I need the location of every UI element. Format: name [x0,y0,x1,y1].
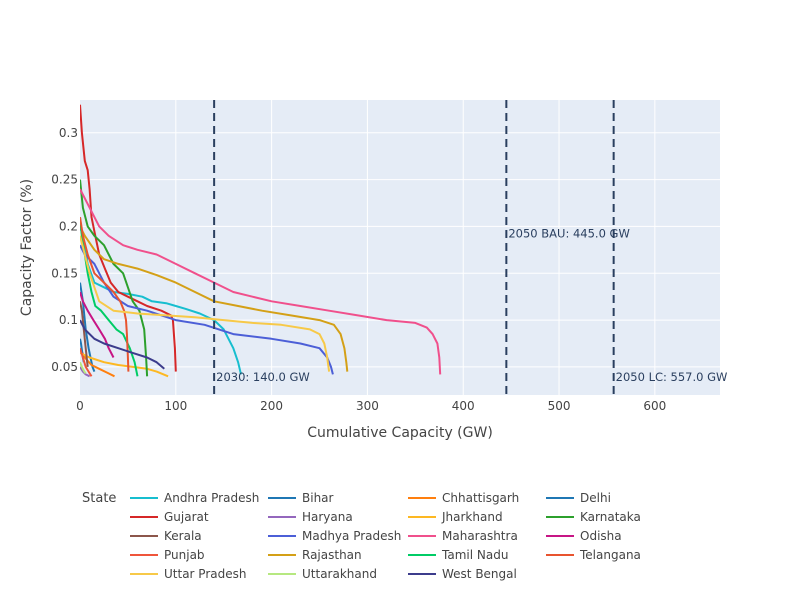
x-tick-label: 200 [260,399,283,413]
legend-item-punjab[interactable]: Punjab [130,548,205,562]
x-tick-label: 100 [164,399,187,413]
y-axis-title: Capacity Factor (%) [19,179,35,316]
y-tick-label: 0.25 [51,173,78,187]
series-line-telangana[interactable] [80,216,130,372]
legend-label: Haryana [302,510,353,524]
series-layer [80,104,442,378]
legend-item-maharashtra[interactable]: Maharashtra [408,529,518,543]
reference-lines: 2030: 140.0 GW 2050 BAU: 445.0 GW 2050 LC:… [213,100,728,395]
reference-line-label: 2050 BAU: 445.0 GW [508,226,629,240]
legend-label: Andhra Pradesh [164,491,259,505]
legend-label: Jharkhand [441,510,503,524]
series-line-jharkhand[interactable] [80,351,169,378]
legend-item-uttar-pradesh[interactable]: Uttar Pradesh [130,567,246,581]
plot-area: 2030: 140.0 GW 2050 BAU: 445.0 GW 2050 LC:… [80,100,727,395]
series-line-uttarakhand[interactable] [80,361,87,375]
legend-item-jharkhand[interactable]: Jharkhand [408,510,503,524]
legend-label: Karnataka [580,510,641,524]
series-line-maharashtra[interactable] [80,188,442,375]
series-line-odisha[interactable] [80,291,115,358]
series-line-karnataka[interactable] [80,179,149,377]
legend-label: Maharashtra [442,529,518,543]
legend-label: Madhya Pradesh [302,529,401,543]
legend-label: West Bengal [442,567,517,581]
legend-label: Punjab [164,548,205,562]
x-axis-title: Cumulative Capacity (GW) [307,425,493,441]
y-axis-ticks: 0.05 0.1 0.15 0.2 0.25 0.3 [51,126,78,374]
series-line-west-bengal[interactable] [80,319,165,370]
legend-item-kerala[interactable]: Kerala [130,529,202,543]
legend-item-gujarat[interactable]: Gujarat [130,510,209,524]
x-tick-label: 500 [548,399,571,413]
y-tick-label: 0.15 [51,266,78,280]
legend-label: Uttarakhand [302,567,377,581]
legend-item-bihar[interactable]: Bihar [268,491,334,505]
legend-item-telangana[interactable]: Telangana [546,548,641,562]
y-tick-label: 0.3 [59,126,78,140]
y-tick-label: 0.05 [51,360,78,374]
x-tick-label: 0 [76,399,84,413]
legend[interactable]: State Andhra Pradesh Bihar Chhattisgarh Del… [82,491,641,581]
legend-item-chhattisgarh[interactable]: Chhattisgarh [408,491,519,505]
x-axis-ticks: 0 100 200 300 400 500 600 [76,399,666,413]
legend-item-delhi[interactable]: Delhi [546,491,611,505]
legend-label: Gujarat [164,510,209,524]
legend-item-rajasthan[interactable]: Rajasthan [268,548,362,562]
series-line-madhya-pradesh[interactable] [80,244,334,375]
legend-item-haryana[interactable]: Haryana [268,510,353,524]
legend-label: Telangana [579,548,641,562]
legend-label: Rajasthan [302,548,362,562]
series-line-punjab[interactable] [80,347,93,377]
legend-item-odisha[interactable]: Odisha [546,529,622,543]
legend-item-andhra-pradesh[interactable]: Andhra Pradesh [130,491,259,505]
legend-label: Bihar [302,491,334,505]
y-tick-label: 0.2 [59,219,78,233]
legend-label: Odisha [580,529,622,543]
legend-item-karnataka[interactable]: Karnataka [546,510,641,524]
legend-label: Uttar Pradesh [164,567,246,581]
x-tick-label: 400 [452,399,475,413]
legend-label: Chhattisgarh [442,491,519,505]
series-line-uttar-pradesh[interactable] [80,235,331,372]
legend-label: Delhi [580,491,611,505]
series-line-chhattisgarh[interactable] [80,347,115,378]
x-tick-label: 600 [643,399,666,413]
legend-label: Kerala [164,529,202,543]
legend-label: Tamil Nadu [441,548,508,562]
y-tick-label: 0.1 [59,313,78,327]
legend-item-tamil-nadu[interactable]: Tamil Nadu [408,548,508,562]
legend-title: State [82,491,116,506]
reference-line-label: 2050 LC: 557.0 GW [616,370,728,384]
reference-line-label: 2030: 140.0 GW [216,370,310,384]
legend-item-west-bengal[interactable]: West Bengal [408,567,517,581]
x-tick-label: 300 [356,399,379,413]
legend-item-uttarakhand[interactable]: Uttarakhand [268,567,377,581]
legend-item-madhya-pradesh[interactable]: Madhya Pradesh [268,529,401,543]
